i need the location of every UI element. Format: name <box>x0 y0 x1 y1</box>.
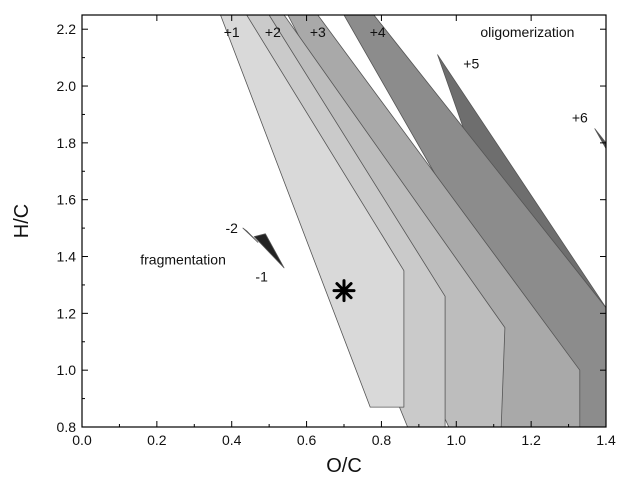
annotation-labels: +1 +2 +3 +4 oligomerization+5 +6 -2 fragmentati… <box>140 24 588 284</box>
y-tick-label: 1.6 <box>57 192 77 208</box>
y-axis-title: H/C <box>11 204 33 238</box>
x-tick-label: 0.6 <box>297 432 317 448</box>
x-tick-label: 0.2 <box>147 432 167 448</box>
reaction-regions <box>220 15 606 427</box>
region-1 <box>594 128 606 149</box>
y-tick-label: 2.0 <box>57 78 77 94</box>
annotation-label: fragmentation <box>140 251 226 267</box>
marker-layer <box>332 279 356 303</box>
annotation-label: +2 <box>265 24 281 40</box>
y-tick-label: 1.8 <box>57 135 77 151</box>
y-tick-label: 1.0 <box>57 362 77 378</box>
asterisk-marker <box>332 279 356 303</box>
annotation-label: +5 <box>463 55 479 71</box>
region-9 <box>253 233 285 269</box>
x-tick-label: 1.0 <box>447 432 467 448</box>
x-axis: 0.0 0.2 0.4 0.6 0.8 1.0 1.2 1.4 <box>72 15 616 448</box>
y-axis: 0.8 1.0 1.2 1.4 1.6 1.8 2.0 2.2 <box>57 21 606 435</box>
annotation-label: +3 <box>310 24 326 40</box>
annotation-label: +1 <box>224 24 240 40</box>
annotation-label: oligomerization <box>480 24 574 40</box>
y-tick-label: 2.2 <box>57 21 77 37</box>
x-tick-label: 1.2 <box>521 432 541 448</box>
x-tick-label: 1.4 <box>596 432 616 448</box>
y-tick-label: 1.2 <box>57 305 77 321</box>
x-tick-label: 0.4 <box>222 432 242 448</box>
x-tick-label: 0.8 <box>372 432 392 448</box>
annotation-label: +6 <box>572 109 588 125</box>
x-axis-title: O/C <box>326 455 362 477</box>
annotation-label: -2 <box>225 220 238 236</box>
x-tick-label: 0.0 <box>72 432 92 448</box>
annotation-label: -1 <box>255 268 268 284</box>
region-8 <box>242 227 259 243</box>
y-tick-label: 0.8 <box>57 419 77 435</box>
y-tick-label: 1.4 <box>57 249 77 265</box>
region-7 <box>220 15 405 408</box>
annotation-label: +4 <box>370 24 386 40</box>
